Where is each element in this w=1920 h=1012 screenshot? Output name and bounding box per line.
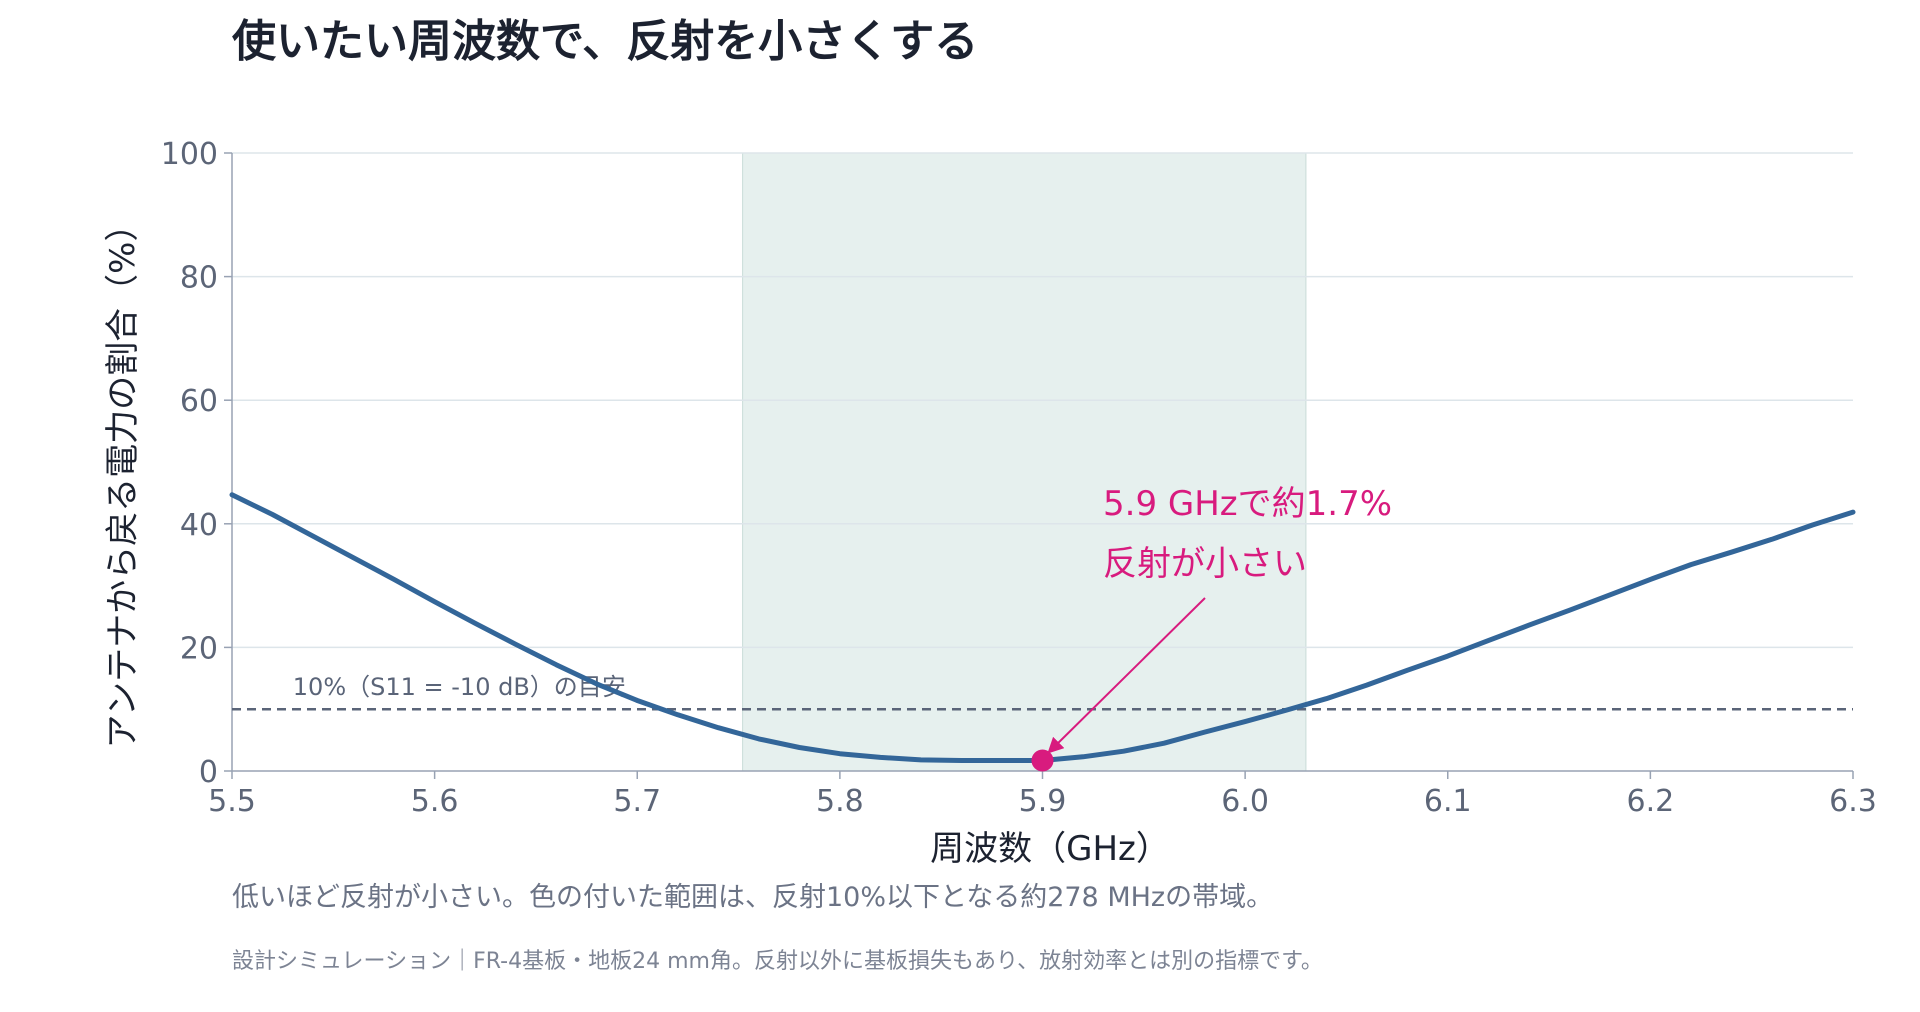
y-tick-label-4: 80 <box>180 261 218 296</box>
annotation-line-1: 5.9 GHzで約1.7% <box>1103 484 1392 524</box>
highlight-band <box>742 152 1307 772</box>
annotation-line-2: 反射が小さい <box>1103 544 1307 584</box>
chart-source-note: 設計シミュレーション｜FR-4基板・地板24 mm角。反射以外に基板損失もあり、… <box>232 949 1323 974</box>
x-tick-label-4: 5.9 <box>1019 784 1067 819</box>
y-tick-label-5: 100 <box>161 137 218 172</box>
x-tick-label-2: 5.7 <box>613 784 661 819</box>
x-tick-label-1: 5.6 <box>411 784 459 819</box>
x-tick-label-0: 5.5 <box>208 784 256 819</box>
y-tick-label-2: 40 <box>180 508 218 543</box>
y-tick-label-0: 0 <box>199 755 218 790</box>
y-axis-label: アンテナから戻る電力の割合（%） <box>103 208 143 749</box>
y-tick-label-1: 20 <box>180 631 218 666</box>
x-axis-label: 周波数（GHz） <box>930 829 1170 869</box>
x-tick-label-3: 5.8 <box>816 784 864 819</box>
min-reflection-point <box>1031 749 1054 772</box>
annotation-arrow <box>1047 597 1206 754</box>
x-tick-label-5: 6.0 <box>1221 784 1269 819</box>
chart-caption: 低いほど反射が小さい。色の付いた範囲は、反射10%以下となる約278 MHzの帯… <box>232 882 1273 913</box>
plot-area: 0 20 40 60 80 100 5.5 5.6 5.7 5.8 5.9 6.0 6.1 6.2 6.3 1… <box>161 137 1877 819</box>
x-tick-label-7: 6.2 <box>1627 784 1675 819</box>
y-tick-label-3: 60 <box>180 384 218 419</box>
threshold-label: 10%（S11 = -10 dB）の目安 <box>293 673 626 701</box>
x-tick-label-6: 6.1 <box>1424 784 1472 819</box>
chart-title: 使いたい周波数で、反射を小さくする <box>232 16 978 67</box>
x-tick-label-8: 6.3 <box>1829 784 1877 819</box>
